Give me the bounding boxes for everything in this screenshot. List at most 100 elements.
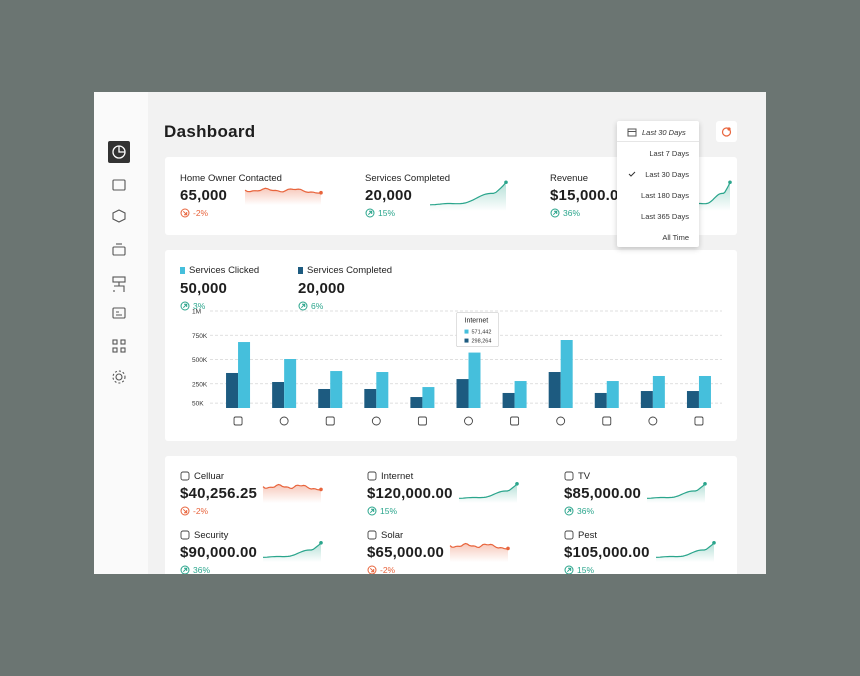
- range-option[interactable]: Last 30 Days: [645, 170, 689, 179]
- change: 15%: [564, 565, 594, 574]
- sparkline: [449, 542, 510, 562]
- change-text: -2%: [380, 565, 396, 574]
- icon-ring: [180, 208, 190, 218]
- change-icon: [180, 208, 190, 218]
- icon-arrow: [182, 210, 188, 216]
- icon-arrow: [552, 210, 558, 216]
- icon-shape: [367, 530, 377, 540]
- sparkline: [429, 180, 508, 211]
- y-tick-label: 1M: [192, 309, 201, 316]
- sparkline: [647, 482, 707, 503]
- tooltip-title: Internet: [465, 318, 489, 325]
- change-text: -2%: [193, 208, 209, 218]
- change: 6%: [298, 301, 323, 311]
- change: 3%: [180, 301, 205, 311]
- category-icon: [510, 416, 520, 426]
- bar: [318, 388, 331, 408]
- bar: [652, 375, 665, 408]
- tooltip-value: 571,442: [472, 330, 492, 336]
- service-value: $120,000.00: [367, 485, 453, 502]
- icon-shape: [556, 416, 566, 426]
- service-label: Internet: [381, 471, 414, 482]
- icon-ring: [180, 506, 190, 516]
- icon-shape: [564, 530, 574, 540]
- bar: [698, 375, 711, 408]
- change-text: 36%: [193, 565, 211, 574]
- bar: [456, 379, 469, 408]
- category-icon: [694, 416, 704, 426]
- bar: [330, 371, 343, 408]
- icon-arrow: [369, 567, 375, 573]
- profile-button[interactable]: [716, 121, 737, 142]
- category-icon: [371, 416, 381, 426]
- spark-area: [656, 542, 714, 562]
- icon-ring: [367, 565, 377, 574]
- change-text: 15%: [380, 506, 398, 516]
- change: 36%: [550, 208, 580, 218]
- sparkline: [244, 187, 323, 205]
- category-icon: [233, 416, 243, 426]
- spark-line: [263, 542, 322, 558]
- icon-ring: [180, 301, 190, 311]
- icon-shape: [417, 416, 427, 426]
- y-tick-label: 50K: [192, 401, 204, 408]
- bar: [548, 372, 561, 408]
- service-icon: [367, 530, 377, 540]
- icon-arrow: [182, 508, 188, 514]
- selected-range: Last 30 Days: [642, 128, 686, 137]
- service-label: Security: [194, 530, 229, 541]
- date-dropdown[interactable]: Last 30 Days Last 7 Days Last 30 Days Last…: [617, 121, 699, 247]
- icon-shape: [367, 471, 377, 481]
- bar: [468, 352, 481, 408]
- icon-arrow: [369, 508, 375, 514]
- spark-dot: [728, 180, 732, 185]
- divider: [617, 141, 699, 142]
- bar: [686, 391, 699, 408]
- range-option[interactable]: Last 365 Days: [641, 212, 689, 221]
- icon-arrow: [566, 567, 572, 573]
- sidebar-icons: [108, 141, 130, 384]
- change-text: -2%: [193, 506, 209, 516]
- change-icon: [564, 565, 574, 574]
- icon-arrow: [182, 303, 188, 309]
- spark-dot: [504, 180, 508, 185]
- change: 15%: [365, 208, 395, 218]
- sparkline: [262, 483, 323, 503]
- tooltip-box: [456, 312, 499, 347]
- icon-shape: [180, 471, 190, 481]
- change-text: 3%: [193, 301, 206, 311]
- kpi-label: Home Owner Contacted: [180, 173, 282, 184]
- app-window: Dashboard Home Owner Contacted 65,000 -2% S…: [94, 92, 766, 574]
- bar: [422, 387, 435, 408]
- icon-shape: [510, 416, 520, 426]
- change-icon: [180, 565, 190, 574]
- range-option[interactable]: All Time: [662, 233, 689, 242]
- spark-area: [647, 483, 705, 503]
- range-option[interactable]: Last 180 Days: [641, 191, 689, 200]
- spark-line: [656, 542, 715, 558]
- tooltip-value: 298,264: [472, 339, 492, 345]
- spark-dot: [319, 487, 323, 492]
- service-value: $90,000.00: [180, 544, 258, 561]
- tooltip: Internet 571,442 298,264: [456, 312, 499, 347]
- change-text: 36%: [563, 208, 581, 218]
- range-option[interactable]: Last 7 Days: [649, 149, 689, 158]
- change: -2%: [180, 208, 208, 218]
- change-text: 6%: [311, 301, 324, 311]
- kpi-value: 20,000: [365, 187, 413, 204]
- bar: [560, 340, 573, 408]
- icon-ring: [564, 565, 574, 574]
- spark-area: [263, 484, 321, 503]
- category-icon: [648, 416, 658, 426]
- bar: [594, 392, 607, 408]
- icon-shape: [233, 416, 243, 426]
- sparkline: [656, 541, 716, 562]
- services-card: Celluar $40,256.25 -2% Internet $120,000.00 1…: [165, 456, 737, 574]
- bar: [364, 388, 377, 408]
- change: 36%: [180, 565, 210, 574]
- icon-shape: [602, 416, 612, 426]
- change-icon: [365, 208, 375, 218]
- change-icon: [180, 506, 190, 516]
